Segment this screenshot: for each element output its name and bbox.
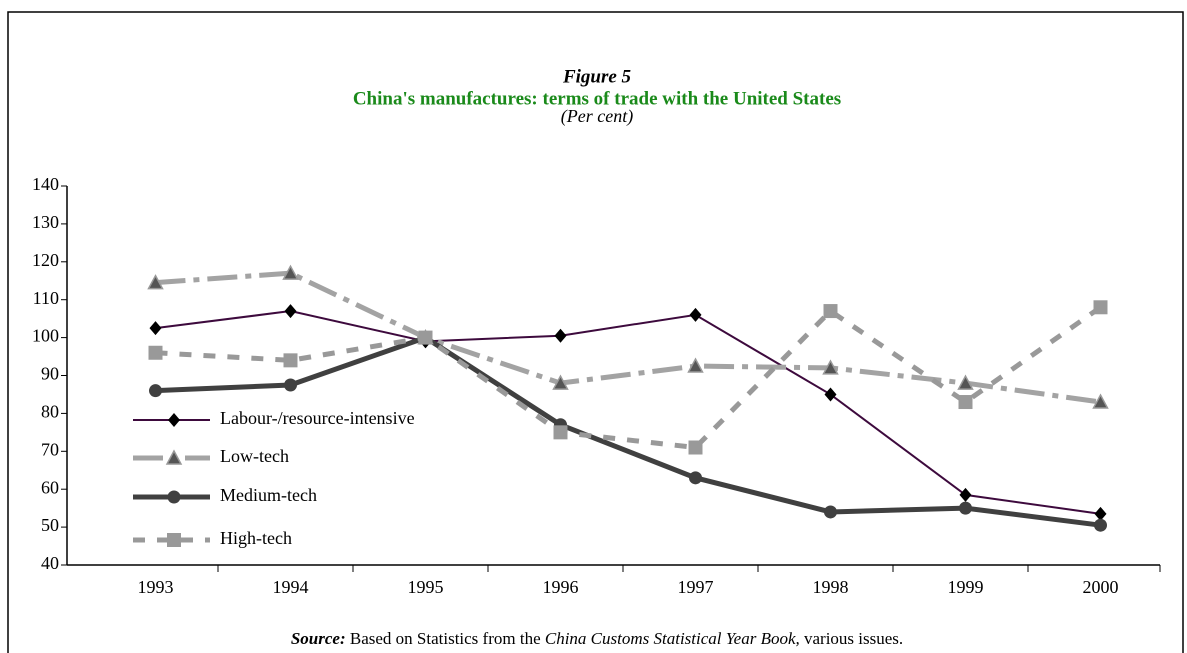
y-tick-label: 60 [41, 477, 59, 497]
x-tick-label: 1994 [273, 577, 309, 597]
marker [167, 490, 181, 504]
marker [957, 374, 974, 390]
source-note: Source: Based on Statistics from the Chi… [291, 629, 903, 648]
x-tick-label: 1999 [948, 577, 984, 597]
marker [148, 345, 163, 360]
series-line [155, 305, 1102, 451]
y-tick-label: 120 [32, 250, 59, 270]
chart-subtitle: (Per cent) [561, 106, 633, 127]
x-tick-label: 1996 [543, 577, 579, 597]
marker [554, 328, 567, 343]
marker [689, 307, 702, 322]
marker [149, 321, 162, 336]
marker [283, 353, 298, 368]
marker [1094, 506, 1107, 521]
legend-label: Labour-/resource-intensive [220, 408, 415, 428]
y-tick-label: 50 [41, 515, 59, 535]
marker [823, 304, 838, 319]
marker [688, 440, 703, 455]
series-line [155, 310, 1101, 515]
series-line [155, 334, 1101, 528]
marker [824, 505, 837, 519]
y-tick-label: 130 [32, 212, 59, 232]
legend-label: High-tech [220, 528, 292, 548]
marker [552, 374, 569, 390]
marker [824, 387, 837, 402]
y-tick-label: 70 [41, 439, 59, 459]
marker [1092, 393, 1109, 409]
y-tick-label: 100 [32, 326, 59, 346]
source-book: China Customs Statistical Year Book, [545, 629, 800, 648]
legend-label: Low-tech [220, 446, 289, 466]
marker [553, 425, 568, 440]
marker [1094, 518, 1107, 532]
x-tick-label: 1997 [678, 577, 714, 597]
marker [418, 330, 433, 345]
source-text: Based on Statistics from the [350, 629, 541, 648]
marker [959, 487, 972, 502]
chart-title: China's manufactures: terms of trade wit… [353, 88, 841, 109]
x-tick-label: 1995 [408, 577, 444, 597]
frame [7, 11, 1184, 653]
y-tick-label: 140 [32, 174, 59, 194]
figure-label: Figure 5 [562, 66, 632, 87]
y-tick-label: 110 [33, 288, 59, 308]
x-tick-label: 1993 [138, 577, 174, 597]
marker [165, 449, 183, 465]
marker [168, 413, 180, 427]
marker [958, 395, 973, 410]
marker [284, 378, 297, 392]
source-label: Source: [291, 629, 346, 648]
marker [959, 501, 972, 515]
marker [147, 274, 164, 290]
marker [167, 533, 181, 547]
x-tick-label: 2000 [1083, 577, 1119, 597]
marker [284, 304, 297, 319]
y-tick-label: 80 [41, 402, 59, 422]
marker [822, 359, 839, 375]
marker [687, 357, 704, 373]
source-tail: various issues. [804, 629, 903, 648]
legend-label: Medium-tech [220, 485, 317, 505]
marker [689, 471, 702, 485]
marker [149, 384, 162, 398]
marker [1093, 300, 1108, 315]
marker [282, 264, 299, 280]
x-tick-label: 1998 [813, 577, 849, 597]
y-tick-label: 90 [41, 364, 59, 384]
series-line [155, 270, 1101, 405]
y-tick-label: 40 [41, 553, 59, 573]
